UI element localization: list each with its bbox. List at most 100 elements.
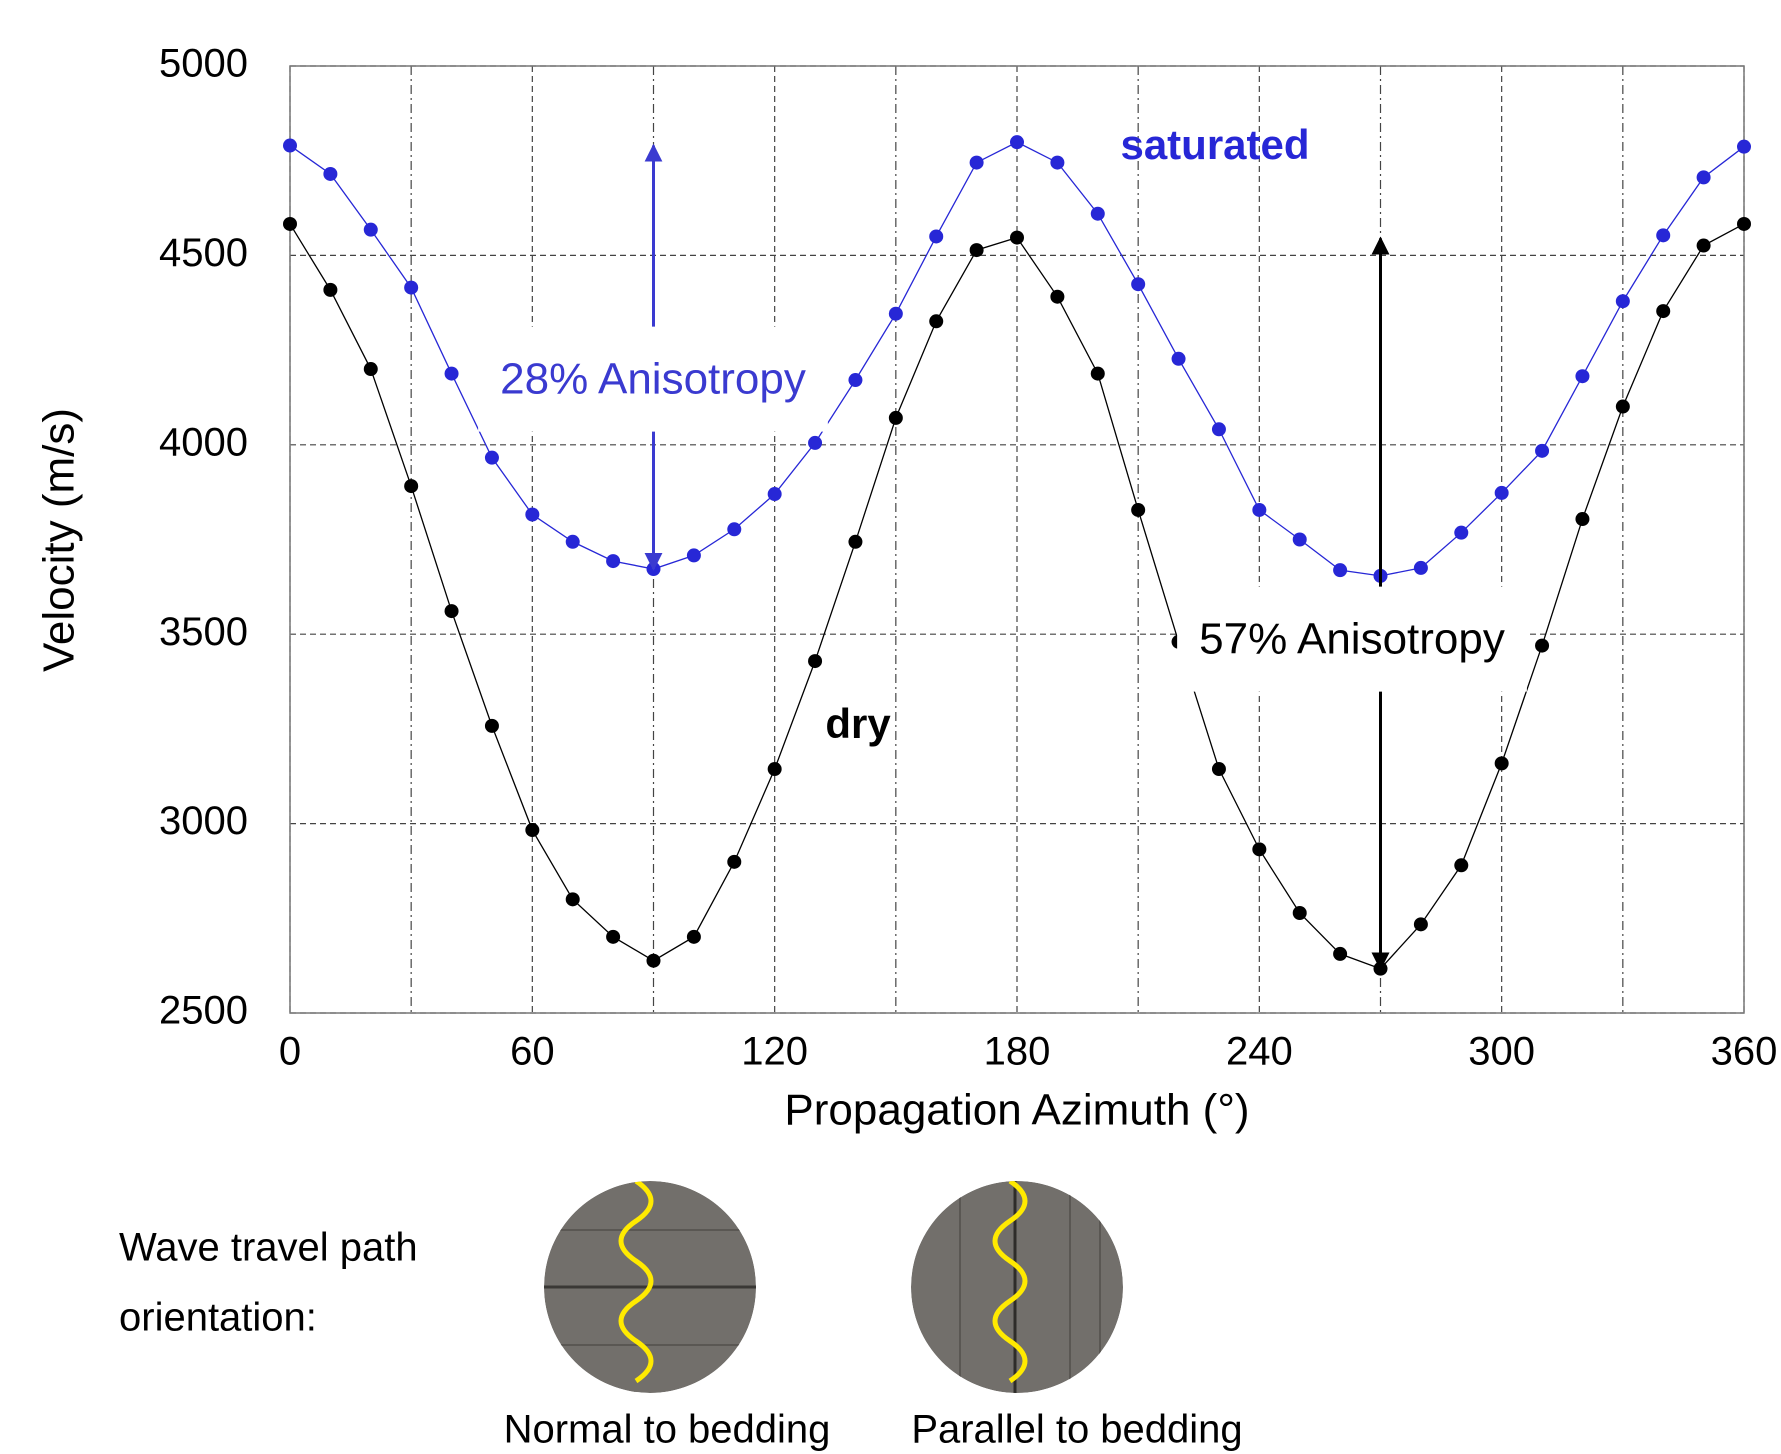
data-point — [1211, 422, 1226, 437]
series-label: dry — [825, 700, 891, 747]
y-tick-label: 2500 — [159, 989, 248, 1033]
data-point — [848, 534, 863, 549]
data-point — [686, 548, 701, 563]
data-point — [929, 314, 944, 329]
series-label: saturated — [1120, 121, 1309, 168]
data-point — [1292, 532, 1307, 547]
data-point — [1615, 399, 1630, 414]
x-tick-label: 180 — [984, 1030, 1051, 1074]
data-point — [969, 243, 984, 258]
data-point — [484, 450, 499, 465]
data-point — [1454, 525, 1469, 540]
data-point — [727, 854, 742, 869]
icon-label: Normal to bedding — [504, 1408, 831, 1452]
data-point — [1535, 638, 1550, 653]
data-point — [1252, 502, 1267, 517]
data-point — [888, 410, 903, 425]
panel-caption: orientation: — [119, 1296, 317, 1340]
annotation-text: 57% Anisotropy — [1199, 615, 1505, 664]
panel-caption: Wave travel path — [119, 1226, 418, 1270]
plot-area: 2500 3000 3500 4000 4500 5000 0 60 120 180 240 300 3… — [159, 42, 1777, 1074]
y-tick-label: 3500 — [159, 610, 248, 654]
data-point — [363, 362, 378, 377]
data-point — [888, 306, 903, 321]
x-tick-label: 120 — [741, 1030, 808, 1074]
data-point — [1333, 563, 1348, 578]
data-point — [1656, 228, 1671, 243]
y-tick-label: 4500 — [159, 231, 248, 275]
data-point — [1494, 485, 1509, 500]
data-point — [283, 138, 297, 153]
data-point — [323, 166, 338, 181]
data-point — [1131, 502, 1146, 517]
data-point — [646, 953, 661, 968]
x-tick-label: 300 — [1468, 1030, 1535, 1074]
data-point — [1696, 238, 1711, 253]
data-point — [1454, 858, 1469, 873]
data-point — [1292, 905, 1307, 920]
x-tick-label: 360 — [1711, 1030, 1778, 1074]
data-point — [1010, 135, 1024, 150]
data-point — [283, 216, 297, 231]
data-point — [1050, 289, 1065, 304]
data-point — [1575, 369, 1590, 384]
icon-parallel — [911, 1181, 1123, 1393]
data-point — [1050, 155, 1065, 170]
data-point — [525, 507, 540, 522]
data-point — [1696, 170, 1711, 185]
data-point — [1090, 206, 1105, 221]
annotation-text: 28% Anisotropy — [500, 355, 806, 404]
data-point — [1010, 230, 1024, 245]
data-point — [1413, 917, 1428, 932]
data-point — [1737, 139, 1751, 154]
data-point — [444, 366, 459, 381]
icon-normal — [544, 1181, 756, 1393]
data-point — [565, 892, 580, 907]
icon-label: Parallel to bedding — [911, 1408, 1242, 1452]
data-point — [1131, 277, 1146, 292]
x-tick-label: 240 — [1226, 1030, 1293, 1074]
data-point — [808, 435, 823, 450]
data-point — [606, 929, 621, 944]
data-point — [727, 522, 742, 537]
x-axis-label: Propagation Azimuth (°) — [784, 1086, 1249, 1135]
y-tick-label: 5000 — [159, 42, 248, 86]
data-point — [565, 534, 580, 549]
data-point — [404, 479, 419, 494]
y-axis-label: Velocity (m/s) — [35, 408, 84, 672]
data-point — [1535, 443, 1550, 458]
data-point — [1575, 512, 1590, 527]
data-point — [767, 762, 782, 777]
data-point — [1494, 756, 1509, 771]
data-point — [525, 823, 540, 838]
plot-frame — [289, 65, 1745, 1014]
x-tick-label: 60 — [510, 1030, 555, 1074]
data-point — [1171, 351, 1186, 366]
data-point — [1656, 304, 1671, 319]
data-point — [929, 229, 944, 244]
data-point — [606, 554, 621, 569]
data-point — [808, 654, 823, 669]
data-point — [444, 604, 459, 619]
data-point — [484, 718, 499, 733]
x-tick-label: 0 — [279, 1030, 301, 1074]
data-point — [1333, 946, 1348, 961]
data-point — [363, 222, 378, 237]
data-point — [686, 929, 701, 944]
y-tick-label: 3000 — [159, 799, 248, 843]
data-point — [323, 282, 338, 297]
data-point — [969, 155, 984, 170]
data-point — [1090, 366, 1105, 381]
data-point — [848, 373, 863, 388]
annotation-box — [1177, 586, 1527, 692]
y-tick-label: 4000 — [159, 420, 248, 464]
data-point — [1737, 216, 1751, 231]
annotation-box — [478, 326, 828, 432]
data-point — [1413, 560, 1428, 575]
data-point — [767, 487, 782, 502]
data-point — [404, 280, 419, 295]
data-point — [1252, 842, 1267, 857]
data-point — [1615, 294, 1630, 309]
